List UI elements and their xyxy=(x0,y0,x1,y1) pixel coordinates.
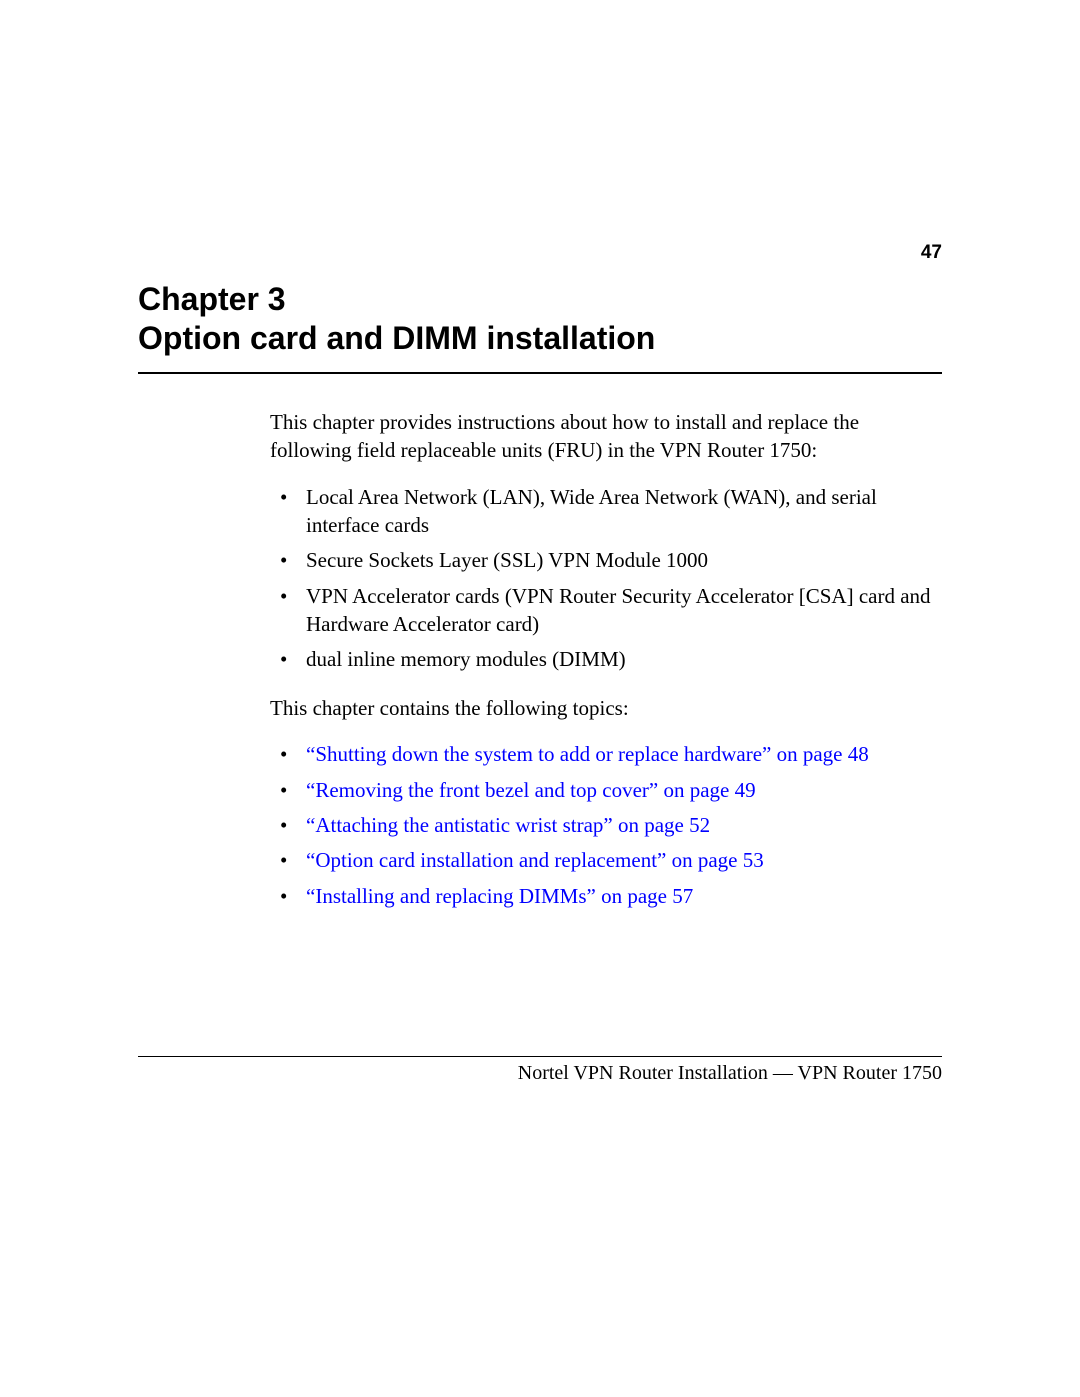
chapter-label: Chapter 3 xyxy=(138,280,942,319)
topics-list: “Shutting down the system to add or repl… xyxy=(270,740,942,910)
body-text: This chapter provides instructions about… xyxy=(270,408,942,910)
intro-paragraph: This chapter provides instructions about… xyxy=(270,408,942,465)
cross-reference-link[interactable]: “Removing the front bezel and top cover”… xyxy=(306,778,756,802)
list-item: “Removing the front bezel and top cover”… xyxy=(270,776,942,804)
list-item: “Option card installation and replacemen… xyxy=(270,846,942,874)
cross-reference-link[interactable]: “Shutting down the system to add or repl… xyxy=(306,742,869,766)
chapter-title: Option card and DIMM installation xyxy=(138,319,942,358)
list-item: VPN Accelerator cards (VPN Router Securi… xyxy=(270,582,942,639)
list-item: “Attaching the antistatic wrist strap” o… xyxy=(270,811,942,839)
chapter-heading: Chapter 3 Option card and DIMM installat… xyxy=(138,280,942,374)
topics-intro: This chapter contains the following topi… xyxy=(270,694,942,722)
footer-rule xyxy=(138,1056,942,1057)
cross-reference-link[interactable]: “Installing and replacing DIMMs” on page… xyxy=(306,884,693,908)
page: 47 Chapter 3 Option card and DIMM instal… xyxy=(0,0,1080,1397)
list-item: Secure Sockets Layer (SSL) VPN Module 10… xyxy=(270,546,942,574)
list-item: “Shutting down the system to add or repl… xyxy=(270,740,942,768)
list-item: Local Area Network (LAN), Wide Area Netw… xyxy=(270,483,942,540)
cross-reference-link[interactable]: “Option card installation and replacemen… xyxy=(306,848,764,872)
list-item: “Installing and replacing DIMMs” on page… xyxy=(270,882,942,910)
footer-text: Nortel VPN Router Installation — VPN Rou… xyxy=(518,1062,942,1085)
list-item: dual inline memory modules (DIMM) xyxy=(270,645,942,673)
cross-reference-link[interactable]: “Attaching the antistatic wrist strap” o… xyxy=(306,813,710,837)
fru-list: Local Area Network (LAN), Wide Area Netw… xyxy=(270,483,942,674)
page-number: 47 xyxy=(921,242,942,264)
